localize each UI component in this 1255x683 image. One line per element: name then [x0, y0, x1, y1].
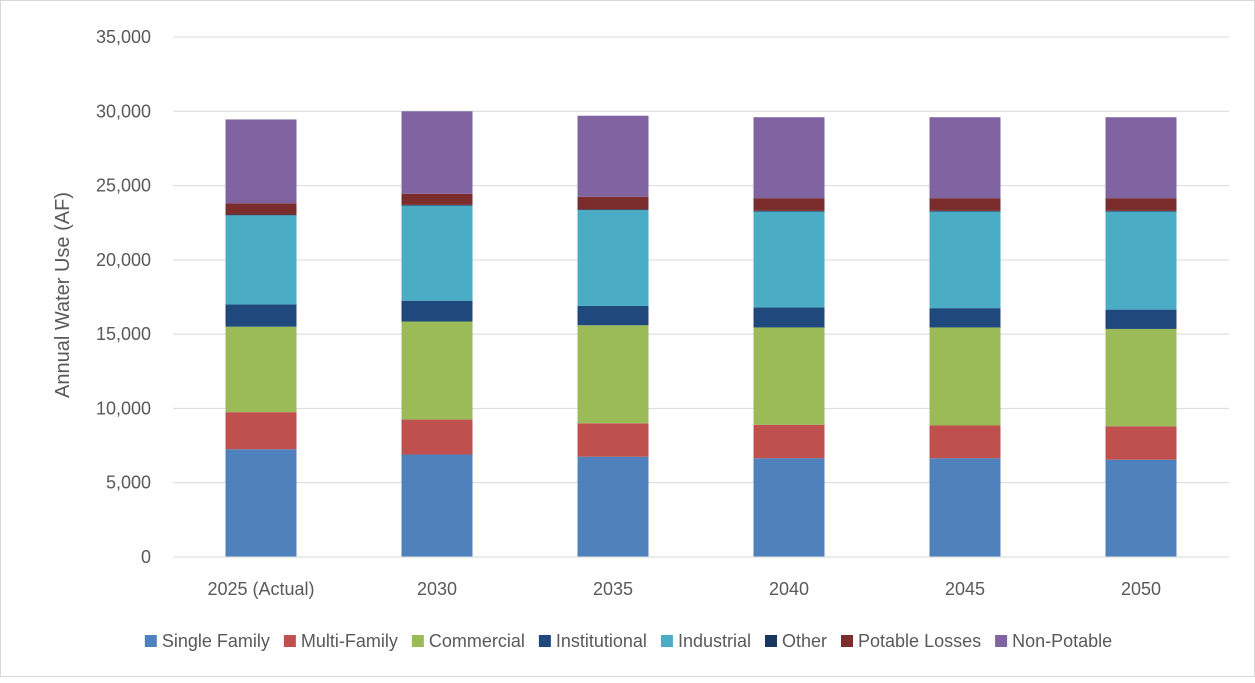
legend-swatch	[764, 635, 777, 647]
legend-swatch	[283, 635, 296, 647]
legend-item: Commercial	[411, 631, 525, 651]
bar-segment-other	[401, 204, 473, 206]
bar-segment-non-potable	[577, 115, 649, 197]
bar-segment-single-family	[753, 458, 825, 557]
legend-swatch	[144, 635, 157, 647]
bar-segment-multi-family	[401, 419, 473, 455]
bar-segment-potable-losses	[929, 198, 1001, 211]
legend-label: Industrial	[678, 631, 751, 651]
bar-segment-other	[753, 210, 825, 212]
bar-segment-multi-family	[1105, 426, 1177, 460]
y-tick-label: 35,000	[96, 27, 151, 47]
legend-item: Institutional	[538, 631, 647, 651]
bar-segment-industrial	[1105, 211, 1177, 310]
bars	[225, 111, 1177, 557]
bar-segment-industrial	[225, 215, 297, 305]
bar-segment-non-potable	[929, 117, 1001, 199]
legend-swatch	[995, 635, 1008, 647]
bar-segment-non-potable	[1105, 117, 1177, 199]
bar-segment-multi-family	[929, 425, 1001, 459]
x-tick-label: 2040	[769, 579, 809, 599]
legend-label: Multi-Family	[301, 631, 398, 651]
bar-segment-multi-family	[753, 424, 825, 459]
bar-segment-single-family	[1105, 459, 1177, 557]
bar-segment-commercial	[1105, 328, 1177, 427]
bar-segment-potable-losses	[225, 203, 297, 215]
bar-segment-commercial	[225, 326, 297, 413]
bar-segment-other	[225, 214, 297, 216]
y-tick-label: 10,000	[96, 398, 151, 418]
bar-segment-potable-losses	[577, 196, 649, 210]
bar-segment-institutional	[401, 300, 473, 322]
bar-segment-institutional	[225, 304, 297, 327]
legend-label: Non-Potable	[1012, 631, 1112, 651]
y-tick-label: 20,000	[96, 250, 151, 270]
legend-label: Institutional	[556, 631, 647, 651]
legend-item: Single Family	[144, 631, 270, 651]
bar-segment-single-family	[577, 456, 649, 557]
y-tick-label: 5,000	[106, 473, 151, 493]
bar-segment-single-family	[225, 449, 297, 557]
bar-segment-commercial	[401, 321, 473, 420]
legend-label: Single Family	[162, 631, 270, 651]
bar-segment-industrial	[929, 211, 1001, 309]
bar-segment-institutional	[577, 305, 649, 326]
bar-segment-non-potable	[753, 117, 825, 199]
legend-item: Non-Potable	[995, 631, 1112, 651]
bar-segment-non-potable	[225, 119, 297, 204]
x-tick-label: 2030	[417, 579, 457, 599]
legend-label: Commercial	[429, 631, 525, 651]
x-tick-label: 2035	[593, 579, 633, 599]
legend-item: Industrial	[660, 631, 751, 651]
x-tick-label: 2045	[945, 579, 985, 599]
legend: Single Family Multi-Family Commercial Insti…	[144, 631, 1112, 651]
y-tick-label: 25,000	[96, 176, 151, 196]
bar-segment-industrial	[577, 210, 649, 306]
gridlines	[173, 36, 1229, 484]
x-tick-label: 2025 (Actual)	[207, 579, 314, 599]
bar-segment-single-family	[401, 454, 473, 557]
bar-segment-potable-losses	[401, 193, 473, 205]
bar-segment-commercial	[929, 327, 1001, 426]
y-tick-label: 0	[141, 547, 151, 567]
bar-segment-non-potable	[401, 111, 473, 194]
legend-swatch	[841, 635, 854, 647]
bar-segment-industrial	[753, 211, 825, 308]
y-tick-label: 30,000	[96, 101, 151, 121]
legend-swatch	[660, 635, 673, 647]
bar-segment-commercial	[577, 325, 649, 424]
y-tick-labels: 0 5,000 10,000 15,000 20,000 25,000 30,000 35,0…	[96, 27, 151, 567]
x-tick-labels: 2025 (Actual) 2030 2035 2040 2045 2050	[207, 579, 1161, 599]
y-tick-label: 15,000	[96, 324, 151, 344]
bar-segment-single-family	[929, 458, 1001, 557]
bar-segment-institutional	[1105, 309, 1177, 329]
bar-segment-potable-losses	[1105, 198, 1177, 211]
bar-segment-industrial	[401, 205, 473, 301]
y-axis-title: Annual Water Use (AF)	[52, 192, 74, 398]
bar-segment-commercial	[753, 327, 825, 425]
legend-swatch	[538, 635, 551, 647]
legend-swatch	[411, 635, 424, 647]
legend-label: Potable Losses	[858, 631, 981, 651]
bar-segment-multi-family	[225, 412, 297, 450]
bar-segment-potable-losses	[753, 198, 825, 211]
legend-item: Multi-Family	[283, 631, 398, 651]
bar-segment-multi-family	[577, 423, 649, 457]
bar-segment-other	[577, 209, 649, 211]
x-tick-label: 2050	[1121, 579, 1161, 599]
bar-segment-other	[1105, 210, 1177, 212]
legend-label: Other	[782, 631, 827, 651]
legend-item: Potable Losses	[841, 631, 981, 651]
bar-segment-institutional	[753, 307, 825, 328]
bar-segment-other	[929, 210, 1001, 212]
bar-segment-institutional	[929, 308, 1001, 328]
legend-item: Other	[764, 631, 827, 651]
